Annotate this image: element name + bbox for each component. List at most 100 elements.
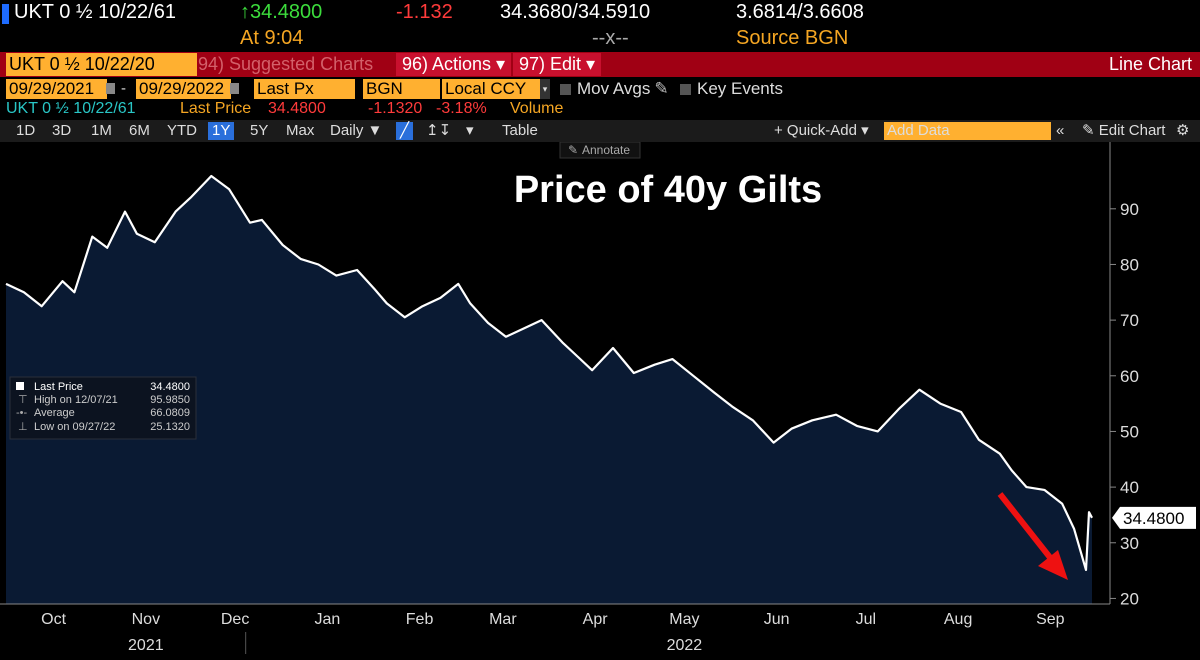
edit-chart-button[interactable]: ✎ Edit Chart — [1082, 122, 1165, 140]
legend-pct: -3.18% — [436, 100, 487, 117]
last-value-marker: 34.4800 — [1112, 506, 1196, 529]
legend-security: UKT 0 ½ 10/22/61 — [6, 100, 136, 117]
key-events-toggle[interactable]: Key Events — [680, 79, 783, 99]
period-5y[interactable]: 5Y — [250, 122, 269, 139]
y-tick-label: 40 — [1120, 478, 1139, 497]
chart-type-label: Line Chart — [1108, 54, 1192, 74]
frequency-select[interactable]: Daily ▼ — [330, 122, 383, 139]
chart-title: Price of 40y Gilts — [514, 169, 822, 211]
legend-row: UKT 0 ½ 10/22/61 Last Price 34.4800 -1.1… — [0, 100, 1200, 120]
selection-indicator — [2, 4, 9, 24]
pencil-icon: ✎ — [568, 143, 578, 157]
edit-menu[interactable]: 97) Edit ▾ — [513, 53, 602, 76]
legend-value: 34.4800 — [268, 100, 326, 117]
calendar-icon[interactable] — [230, 83, 239, 94]
end-date-input[interactable]: 09/29/2022 — [136, 79, 231, 99]
price-chart: 20 30 40 50 60 70 80 90 Oct Nov Dec Jan Feb Mar Apr Ma… — [0, 141, 1200, 655]
x-tick-label: Feb — [406, 611, 434, 628]
ticker-input[interactable]: UKT 0 ½ 10/22/20 — [6, 53, 197, 76]
x-tick-label: Sep — [1036, 611, 1065, 628]
line-chart-icon[interactable]: ╱ — [396, 122, 414, 140]
pencil-icon: ✎ — [1082, 122, 1099, 139]
legend-change: -1.1320 — [368, 100, 423, 117]
mov-avgs-toggle[interactable]: Mov Avgs ✎ — [560, 79, 669, 99]
key-events-label: Key Events — [697, 79, 783, 98]
yields: 3.6814/3.6608 — [736, 1, 864, 23]
pencil-icon[interactable]: ✎ — [654, 79, 669, 98]
stats-avg-value: 66.0809 — [150, 407, 190, 419]
legend-swatch — [16, 382, 24, 390]
edit-chart-label: Edit Chart — [1098, 122, 1166, 139]
x-tick-label: Jan — [314, 611, 340, 628]
x-tick-label: Mar — [489, 611, 517, 628]
chart-area: 20 30 40 50 60 70 80 90 Oct Nov Dec Jan Feb Mar Apr Ma… — [0, 141, 1200, 655]
legend-volume: Volume — [510, 100, 564, 117]
x-tick-label: May — [669, 611, 699, 628]
spread: --x-- — [592, 27, 629, 49]
period-1d[interactable]: 1D — [16, 122, 36, 139]
stats-box: Last Price 34.4800 ⊤ High on 12/07/21 95… — [9, 376, 197, 440]
period-6m[interactable]: 6M — [129, 122, 150, 139]
y-tick-label: 80 — [1120, 255, 1139, 274]
options-row: 09/29/2021 - 09/29/2022 Last Px BGN Loca… — [0, 78, 1200, 100]
quote-time: At 9:04 — [240, 27, 304, 49]
y-tick-label: 70 — [1120, 311, 1139, 330]
calendar-icon[interactable] — [106, 83, 115, 94]
price-line — [5, 174, 1093, 571]
x-tick-label: Dec — [221, 611, 249, 628]
pricing-source: Source BGN — [736, 27, 849, 49]
down-arrow-icon — [997, 492, 1068, 580]
quick-add-button[interactable]: + Quick-Add ▾ — [774, 122, 869, 139]
y-tick-label: 20 — [1120, 589, 1139, 608]
bar-chart-icon[interactable]: ↥↧ — [426, 122, 452, 139]
source-select[interactable]: BGN — [363, 79, 440, 99]
date-separator: - — [121, 80, 126, 97]
year-label: 2022 — [667, 637, 703, 654]
annotate-label: Annotate — [582, 143, 630, 157]
collapse-icon[interactable]: « — [1056, 122, 1065, 139]
chart-type-dropdown-icon[interactable]: ▾ — [466, 122, 474, 139]
period-max[interactable]: Max — [286, 122, 315, 139]
period-1y[interactable]: 1Y — [208, 122, 235, 140]
legend-field: Last Price — [180, 100, 252, 117]
period-3d[interactable]: 3D — [52, 122, 72, 139]
net-change: -1.132 — [396, 1, 453, 23]
start-date-input[interactable]: 09/29/2021 — [6, 79, 107, 99]
quote-header: UKT 0 ½ 10/22/61 ↑34.4800 -1.132 34.3680… — [0, 0, 1200, 27]
function-bar: UKT 0 ½ 10/22/20 94) Suggested Charts 96… — [0, 52, 1200, 77]
table-button[interactable]: Table — [502, 122, 538, 139]
field-select[interactable]: Last Px — [254, 79, 355, 99]
year-label: 2021 — [128, 637, 164, 654]
suggested-charts-button[interactable]: 94) Suggested Charts — [198, 54, 374, 74]
stats-last-value: 34.4800 — [150, 381, 190, 393]
checkbox-icon — [680, 84, 691, 95]
stats-high-value: 95.9850 — [150, 394, 190, 406]
x-tick-label: Aug — [944, 611, 972, 628]
add-data-input[interactable]: Add Data — [884, 122, 1051, 140]
chart-toolbar: 1D 3D 1M 6M YTD 1Y 5Y Max Daily ▼ ╱ ↥↧ ▾… — [0, 120, 1200, 142]
security-ticker[interactable]: UKT 0 ½ 10/22/61 — [14, 1, 176, 23]
high-icon: ⊤ — [18, 394, 28, 406]
y-tick-label: 90 — [1120, 200, 1139, 219]
x-tick-label: Apr — [583, 611, 609, 628]
currency-select[interactable]: Local CCY — [442, 79, 541, 99]
stats-avg-label: Average — [34, 407, 75, 419]
low-icon: ⊥ — [18, 421, 28, 433]
checkbox-icon — [560, 84, 571, 95]
actions-menu[interactable]: 96) Actions ▾ — [396, 53, 512, 76]
stats-low-label: Low on 09/27/22 — [34, 421, 115, 433]
gear-icon[interactable]: ⚙ — [1176, 122, 1190, 139]
quote-subheader: At 9:04 --x-- Source BGN — [0, 27, 1200, 51]
x-tick-label: Jul — [856, 611, 876, 628]
x-tick-label: Nov — [132, 611, 160, 628]
y-tick-label: 50 — [1120, 422, 1139, 441]
stats-last-label: Last Price — [34, 381, 83, 393]
y-tick-label: 60 — [1120, 367, 1139, 386]
last-value-label: 34.4800 — [1123, 509, 1184, 528]
stats-low-value: 25.1320 — [150, 421, 190, 433]
period-ytd[interactable]: YTD — [167, 122, 197, 139]
mov-avgs-label: Mov Avgs — [577, 79, 651, 98]
currency-dropdown-icon[interactable]: ▾ — [540, 79, 550, 99]
annotate-tab[interactable] — [559, 141, 641, 159]
period-1m[interactable]: 1M — [91, 122, 112, 139]
